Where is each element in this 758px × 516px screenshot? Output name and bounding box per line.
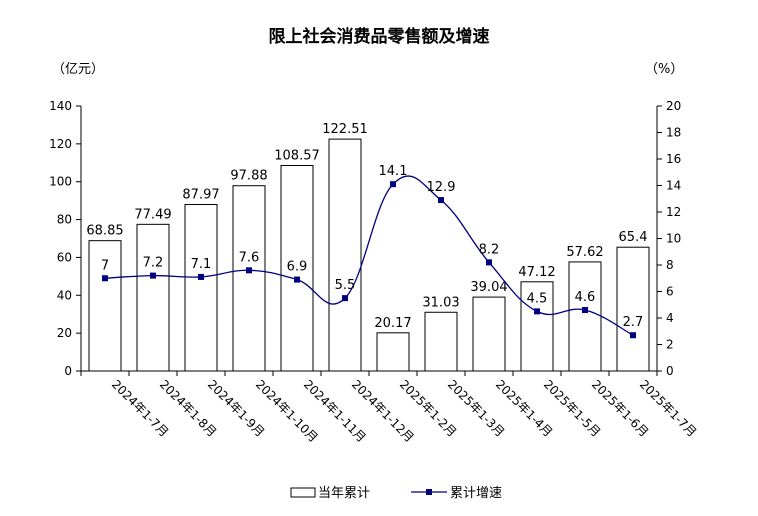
growth-point (102, 275, 108, 282)
bar-data-label: 97.88 (230, 169, 267, 184)
bar-data-label: 68.85 (86, 224, 123, 239)
growth-data-label: 12.9 (427, 180, 456, 195)
right-tick-label: 4 (666, 311, 674, 325)
bar-data-label: 47.12 (518, 265, 555, 280)
growth-data-label: 7.2 (143, 256, 164, 271)
legend: 当年累计 累计增速 (290, 486, 502, 501)
growth-point (294, 276, 300, 283)
bar (88, 240, 122, 372)
growth-data-label: 8.2 (479, 242, 500, 257)
right-tick-label: 20 (666, 99, 681, 113)
plot-area: 0 20 40 60 80 100 120 140 0 2 4 6 8 10 12 14 16 18 20 68.85… (49, 99, 699, 445)
bar (376, 332, 410, 372)
bar-data-label: 77.49 (134, 207, 171, 222)
legend-marker-growth (426, 489, 432, 495)
bar (280, 164, 314, 372)
bar (472, 296, 506, 372)
right-tick-label: 6 (666, 285, 674, 299)
right-tick-label: 14 (666, 179, 681, 193)
bar-data-label: 20.17 (374, 316, 411, 331)
left-tick-label: 140 (49, 99, 72, 113)
growth-data-label: 6.9 (287, 260, 308, 275)
growth-data-label: 4.6 (575, 290, 596, 305)
growth-data-label: 2.7 (623, 315, 644, 330)
left-tick-label: 40 (57, 288, 72, 302)
growth-data-label: 5.5 (335, 278, 356, 293)
growth-data-label: 7.1 (191, 257, 212, 272)
left-tick-label: 60 (57, 250, 72, 264)
bar-data-label: 108.57 (274, 148, 320, 163)
bar (232, 185, 266, 372)
bar (184, 203, 218, 372)
bar (424, 311, 458, 372)
right-tick-label: 12 (666, 205, 681, 219)
bar (136, 223, 170, 372)
left-tick-label: 80 (57, 213, 72, 227)
growth-point (246, 267, 252, 274)
right-tick-label: 10 (666, 232, 681, 246)
legend-label-cumulative: 当年累计 (318, 486, 370, 501)
bar-data-label: 31.03 (422, 295, 459, 310)
bar-data-label: 39.04 (470, 280, 507, 295)
right-tick-label: 2 (666, 338, 674, 352)
bar-data-label: 122.51 (322, 122, 368, 137)
growth-point (582, 307, 588, 314)
left-tick-label: 20 (57, 326, 72, 340)
left-axis-unit: （亿元） (52, 62, 104, 77)
growth-point (150, 272, 156, 279)
bar-data-label: 87.97 (182, 187, 219, 202)
growth-point (630, 332, 636, 339)
bar (520, 281, 554, 372)
left-tick-label: 120 (49, 137, 72, 151)
right-tick-label: 0 (666, 364, 674, 378)
bar (328, 138, 362, 372)
bar (616, 246, 650, 372)
right-tick-label: 8 (666, 258, 674, 272)
left-tick-label: 0 (64, 364, 72, 378)
bar-data-label: 57.62 (566, 245, 603, 260)
growth-point (438, 197, 444, 204)
growth-point (534, 308, 540, 315)
right-axis-unit: （%） (645, 62, 683, 77)
right-tick-label: 16 (666, 152, 681, 166)
right-tick-label: 18 (666, 126, 681, 140)
bar-data-label: 65.4 (619, 230, 648, 245)
growth-data-label: 14.1 (379, 164, 408, 179)
growth-data-label: 4.5 (527, 291, 548, 306)
growth-point (486, 259, 492, 266)
growth-point (342, 295, 348, 302)
growth-data-label: 7 (101, 258, 109, 273)
bar (568, 261, 602, 372)
legend-swatch-cumulative (290, 487, 316, 498)
growth-point (198, 273, 204, 280)
growth-point (390, 181, 396, 188)
chart-title: 限上社会消费品零售额及增速 (269, 26, 490, 47)
growth-data-label: 7.6 (239, 250, 260, 265)
left-tick-label: 100 (49, 175, 72, 189)
legend-label-growth: 累计增速 (450, 486, 502, 501)
